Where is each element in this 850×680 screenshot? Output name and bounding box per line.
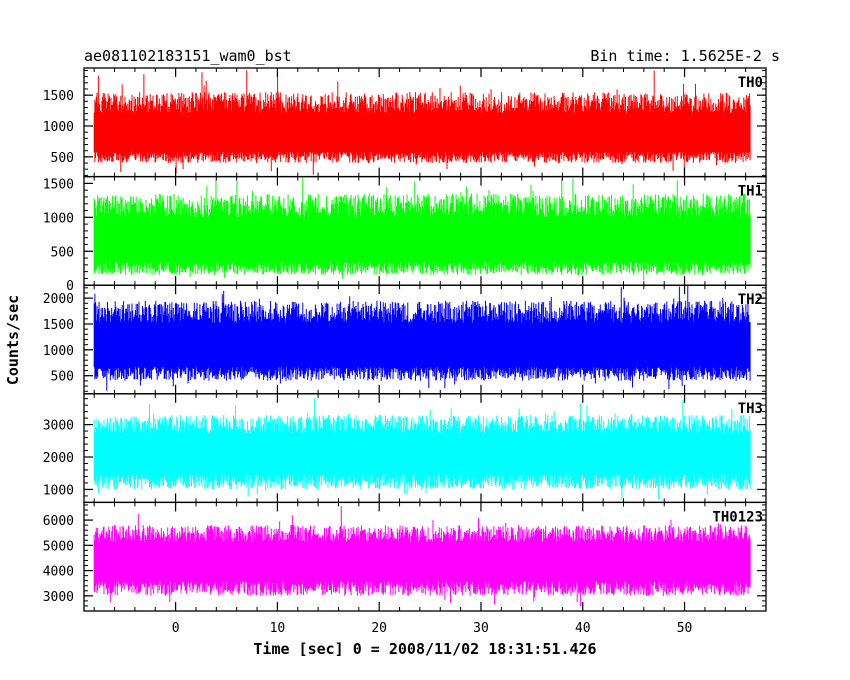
series-trace-th3 — [93, 398, 751, 500]
x-tick-label: 20 — [371, 621, 387, 636]
y-tick-label: 1000 — [43, 211, 74, 226]
y-tick-label: 3000 — [43, 590, 74, 605]
y-tick-label: 1500 — [43, 318, 74, 333]
bin-time-label: Bin time: 1.5625E-2 s — [590, 47, 780, 65]
panel-label-th3: TH3 — [738, 401, 763, 417]
y-tick-label: 6000 — [43, 514, 74, 529]
panel-label-th2: TH2 — [738, 292, 763, 308]
y-tick-label: 2000 — [43, 292, 74, 307]
y-tick-label: 4000 — [43, 565, 74, 580]
x-tick-label: 0 — [172, 621, 180, 636]
x-tick-label: 40 — [575, 621, 591, 636]
x-tick-label: 10 — [270, 621, 286, 636]
series-trace-th1 — [93, 177, 751, 281]
y-tick-label: 1000 — [43, 120, 74, 135]
series-trace-th0 — [93, 67, 751, 176]
y-tick-label: 5000 — [43, 539, 74, 554]
y-tick-label: 500 — [51, 245, 74, 260]
y-tick-label: 1500 — [43, 89, 74, 104]
y-tick-label: 1500 — [43, 177, 74, 192]
y-tick-label: 0 — [66, 279, 74, 294]
chart-title: ae081102183151_wam0_bst — [84, 47, 292, 65]
series-trace-th0123 — [93, 506, 751, 607]
y-tick-label: 1000 — [43, 344, 74, 359]
y-tick-label: 500 — [51, 370, 74, 385]
panel-label-th1: TH1 — [738, 184, 763, 200]
y-axis-label: Counts/sec — [4, 295, 22, 385]
panel-label-th0: TH0 — [738, 75, 763, 91]
x-tick-label: 50 — [677, 621, 693, 636]
y-tick-label: 500 — [51, 151, 74, 166]
x-axis-label: Time [sec] 0 = 2008/11/02 18:31:51.426 — [253, 640, 596, 658]
y-tick-label: 1000 — [43, 483, 74, 498]
y-tick-label: 2000 — [43, 451, 74, 466]
x-tick-label: 30 — [473, 621, 489, 636]
panel-frame-th0123 — [83, 501, 767, 612]
series-trace-th2 — [93, 285, 751, 391]
panel-label-th0123: TH0123 — [712, 509, 763, 525]
y-tick-label: 3000 — [43, 419, 74, 434]
